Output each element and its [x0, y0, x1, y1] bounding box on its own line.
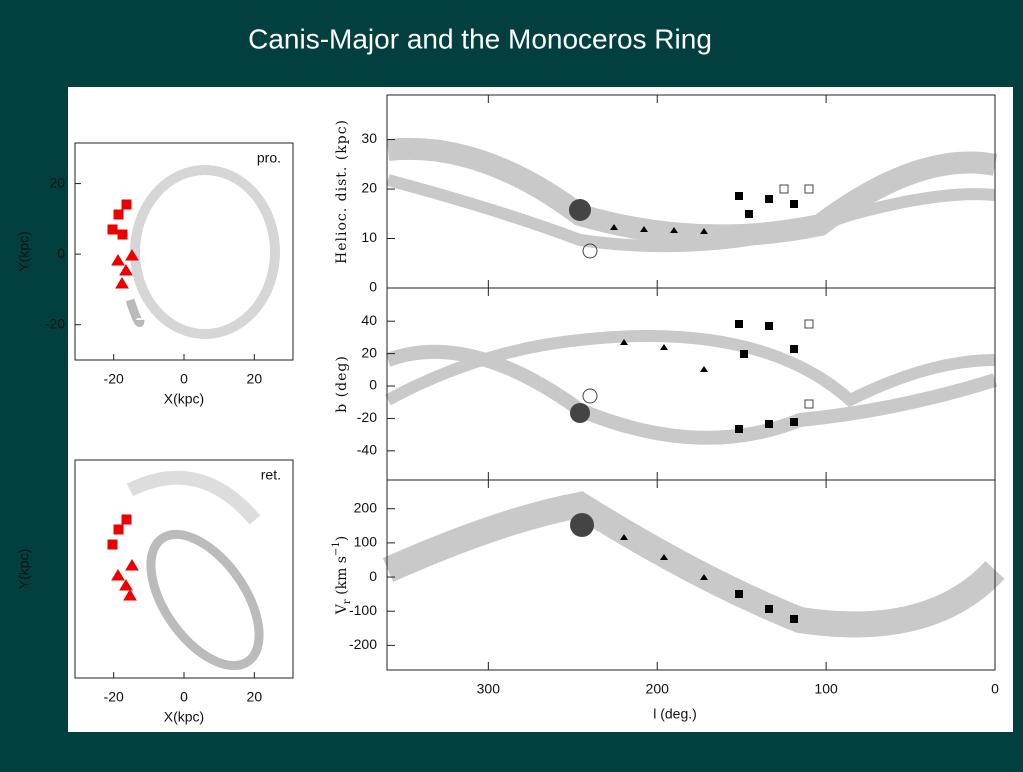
x-axis-label: X(kpc)	[164, 709, 204, 725]
x-tick-label: 0	[180, 371, 188, 387]
y-tick-label: -100	[349, 602, 377, 618]
y-tick-label: 0	[369, 279, 377, 295]
figure-panel	[68, 87, 1013, 732]
y-axis-label: Y(kpc)	[16, 231, 32, 271]
stream-pro	[125, 165, 280, 339]
stream-ret	[126, 470, 264, 671]
y-axis-label: Vr (km s−1)	[331, 536, 353, 615]
x-tick-label: -20	[104, 371, 124, 387]
x-tick-label: 300	[477, 681, 501, 697]
y-tick-label: 0	[369, 377, 377, 393]
x-tick-label: 20	[247, 689, 263, 705]
panel-label: ret.	[261, 467, 281, 483]
y-tick-label: 20	[361, 180, 377, 196]
x-tick-label: 0	[180, 689, 188, 705]
y-tick-label: 10	[361, 229, 377, 245]
y-tick-label: -20	[357, 409, 377, 425]
slide-title: Canis-Major and the Monoceros Ring	[248, 23, 712, 54]
y-tick-label: -200	[349, 636, 377, 652]
x-tick-label: 0	[991, 681, 999, 697]
x-tick-label: 100	[814, 681, 838, 697]
x-axis-label: X(kpc)	[164, 391, 204, 407]
observations-black	[610, 192, 798, 623]
y-axis-label: Helioc. dist. (kpc)	[334, 119, 350, 264]
label-unit: (km s	[334, 556, 350, 599]
y-tick-label: 0	[369, 568, 377, 584]
label-main: V	[334, 603, 350, 615]
y-tick-label: 100	[354, 534, 378, 550]
label-sub: r	[342, 599, 353, 604]
cma-blob	[569, 199, 594, 537]
observations-red	[107, 199, 139, 601]
y-tick-label: 30	[361, 130, 377, 146]
y-tick-label: 20	[49, 174, 65, 190]
y-axis-label: Y(kpc)	[16, 549, 32, 589]
y-axis-label: b (deg)	[334, 355, 350, 413]
y-tick-label: 200	[354, 499, 378, 515]
y-tick-label: -40	[357, 442, 377, 458]
observations-open	[582, 184, 814, 409]
panel-frame	[386, 479, 996, 671]
x-tick-label: 200	[646, 681, 670, 697]
y-tick-label: 40	[361, 312, 377, 328]
label-close: )	[334, 536, 350, 541]
x-tick-label: -20	[104, 689, 124, 705]
panel-label: pro.	[257, 150, 281, 166]
stream-right	[382, 137, 1005, 638]
y-tick-label: 20	[361, 344, 377, 360]
y-tick-label: -20	[45, 315, 65, 331]
label-sup: −1	[331, 541, 342, 556]
x-tick-label: 20	[247, 371, 263, 387]
y-tick-label: 0	[57, 245, 65, 261]
x-axis-label: l (deg.)	[653, 706, 697, 722]
